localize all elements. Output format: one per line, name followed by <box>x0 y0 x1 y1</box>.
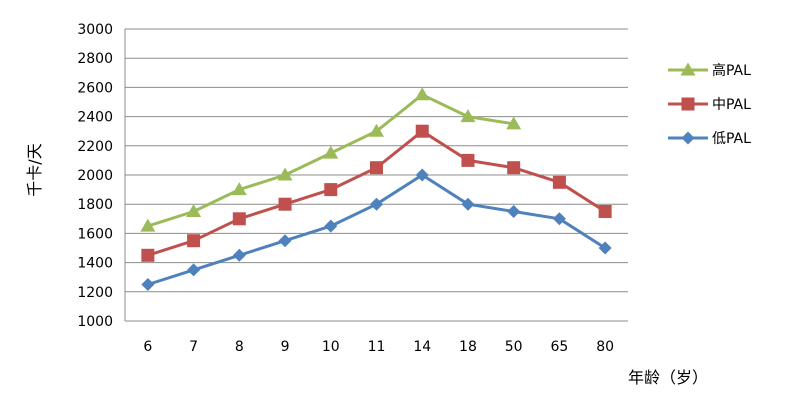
data-point-0 <box>460 109 476 123</box>
data-point-2 <box>141 278 155 291</box>
x-tick-label: 6 <box>143 339 152 355</box>
y-tick-label: 2600 <box>77 80 113 96</box>
data-point-2 <box>461 197 475 211</box>
data-point-1 <box>187 234 201 248</box>
data-point-0 <box>231 182 247 196</box>
data-point-0 <box>506 116 522 130</box>
legend: 高PAL 中PAL 低PAL <box>668 62 751 147</box>
y-axis-title: 千卡/天 <box>25 143 44 196</box>
gridlines <box>125 28 628 322</box>
x-tick-labels: 6 7 8 9 10 11 14 18 50 65 80 <box>143 339 614 355</box>
data-point-1 <box>461 153 475 167</box>
y-tick-label: 2400 <box>77 110 113 126</box>
series-markers <box>140 87 612 291</box>
legend-label-2: 低PAL <box>712 131 751 147</box>
legend-marker-0 <box>680 62 696 76</box>
data-point-1 <box>507 161 521 175</box>
data-point-2 <box>507 205 521 218</box>
series-lines <box>147 93 606 286</box>
y-tick-label: 1400 <box>77 256 113 272</box>
data-point-1 <box>232 212 246 226</box>
data-point-1 <box>370 161 383 175</box>
data-point-2 <box>278 234 292 248</box>
data-point-1 <box>552 175 566 189</box>
x-tick-label: 8 <box>235 339 244 355</box>
data-point-2 <box>232 248 246 262</box>
data-point-1 <box>415 124 429 138</box>
data-point-1 <box>141 248 155 262</box>
data-point-2 <box>415 168 429 182</box>
data-point-2 <box>598 241 612 255</box>
y-tick-label: 3000 <box>77 22 113 38</box>
series-line-0 <box>147 93 514 228</box>
y-tick-label: 1200 <box>77 285 113 301</box>
legend-label-1: 中PAL <box>712 97 751 113</box>
x-tick-label: 7 <box>189 339 198 355</box>
y-tick-label: 2200 <box>77 139 113 155</box>
x-tick-label: 65 <box>550 339 568 355</box>
x-tick-label: 80 <box>596 339 614 355</box>
data-point-0 <box>140 218 156 232</box>
x-tick-label: 9 <box>281 339 290 355</box>
y-tick-label: 1600 <box>77 226 113 242</box>
y-tick-label: 2000 <box>77 168 113 184</box>
data-point-2 <box>370 197 383 211</box>
legend-marker-2 <box>681 131 695 145</box>
series-line-1 <box>147 129 606 257</box>
x-tick-label: 14 <box>413 339 431 355</box>
data-point-2 <box>552 212 566 226</box>
data-point-0 <box>186 204 202 217</box>
data-point-0 <box>369 123 384 137</box>
y-tick-label: 1000 <box>77 314 113 330</box>
x-tick-label: 11 <box>368 339 386 355</box>
data-point-1 <box>324 183 338 197</box>
x-tick-label: 18 <box>459 339 477 355</box>
data-point-0 <box>414 87 430 101</box>
data-point-0 <box>277 167 293 181</box>
legend-marker-1 <box>681 97 695 111</box>
data-point-0 <box>323 145 339 159</box>
x-axis-title: 年龄（岁） <box>628 368 708 387</box>
data-point-1 <box>278 197 292 211</box>
data-point-1 <box>598 205 612 218</box>
y-tick-label: 1800 <box>77 197 113 213</box>
y-tick-labels: 1000 1200 1400 1600 1800 2000 2200 2400 2600 2800… <box>77 22 113 330</box>
data-point-2 <box>324 219 338 233</box>
x-tick-label: 10 <box>322 339 340 355</box>
y-tick-label: 2800 <box>77 51 113 67</box>
x-tick-label: 50 <box>505 339 523 355</box>
legend-label-0: 高PAL <box>712 62 751 79</box>
data-point-2 <box>187 263 201 277</box>
